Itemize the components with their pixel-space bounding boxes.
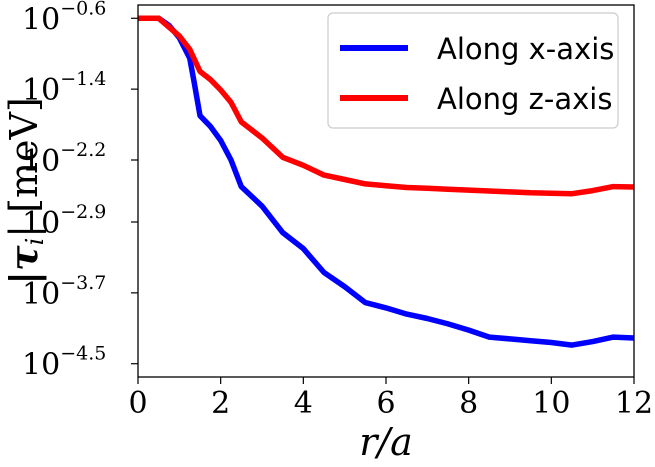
y-tick-label: 10−2.9 bbox=[22, 201, 106, 241]
legend: Along x-axis Along z-axis bbox=[327, 12, 619, 129]
y-axis-title-subscript: i bbox=[21, 238, 49, 246]
x-tick-label: 2 bbox=[211, 386, 230, 421]
series-line-0 bbox=[138, 15, 635, 348]
x-tick-label: 6 bbox=[376, 386, 395, 421]
legend-label-x-axis: Along x-axis bbox=[437, 32, 614, 66]
y-tick-label: 10−4.5 bbox=[22, 343, 106, 383]
x-tick-label: 0 bbox=[128, 386, 147, 421]
y-tick-label: 10−1.4 bbox=[22, 68, 106, 108]
x-tick-label: 8 bbox=[459, 386, 478, 421]
series-line-1 bbox=[138, 15, 635, 197]
y-axis-title-prefix: |τ bbox=[1, 245, 46, 285]
x-tick-label: 12 bbox=[615, 386, 653, 421]
y-tick-label: 10−2.2 bbox=[22, 139, 106, 179]
y-axis-title: |τi| [meV] bbox=[1, 97, 49, 285]
ticks-layer: 0 2 4 6 8 10 12 10−0.6 10−1.4 10−2.2 10−2.9 10−3.7 1… bbox=[22, 0, 653, 421]
y-axis-title-suffix: | [meV] bbox=[2, 97, 46, 238]
y-tick-label: 10−3.7 bbox=[22, 272, 106, 312]
x-axis-title: r/a bbox=[359, 420, 413, 464]
x-tick-label: 10 bbox=[532, 386, 570, 421]
x-tick-label: 4 bbox=[294, 386, 313, 421]
legend-label-z-axis: Along z-axis bbox=[437, 82, 612, 116]
series-layer bbox=[138, 15, 635, 348]
y-tick-label: 10−0.6 bbox=[22, 0, 106, 37]
